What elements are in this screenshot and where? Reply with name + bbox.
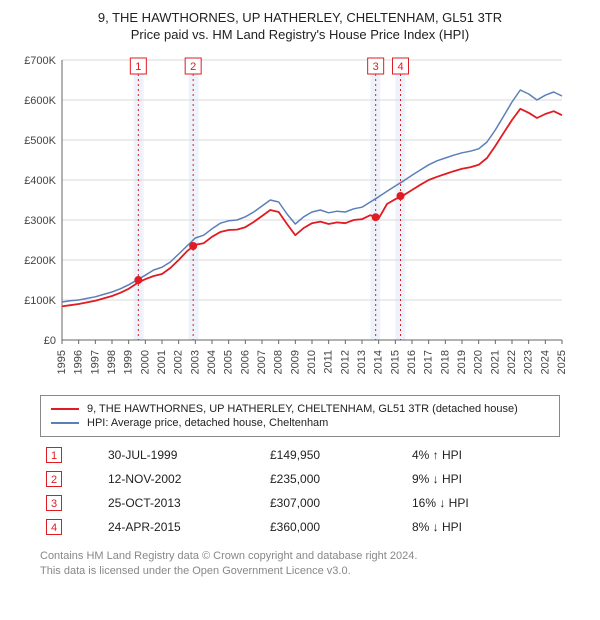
svg-text:1998: 1998 — [106, 350, 118, 374]
sales-row: 3 25-OCT-2013£307,00016% ↓ HPI — [40, 491, 560, 515]
sale-delta: 16% ↓ HPI — [406, 491, 560, 515]
legend-swatch — [51, 422, 79, 424]
footer-line-1: Contains HM Land Registry data © Crown c… — [40, 549, 560, 564]
sale-date: 30-JUL-1999 — [102, 443, 264, 467]
svg-text:£500K: £500K — [24, 135, 56, 147]
title-line-2: Price paid vs. HM Land Registry's House … — [10, 27, 590, 42]
svg-text:£100K: £100K — [24, 295, 56, 307]
sale-marker-badge: 2 — [46, 471, 62, 487]
sale-price: £149,950 — [264, 443, 406, 467]
footer: Contains HM Land Registry data © Crown c… — [40, 549, 560, 580]
sale-delta: 4% ↑ HPI — [406, 443, 560, 467]
legend-label: 9, THE HAWTHORNES, UP HATHERLEY, CHELTEN… — [87, 403, 518, 415]
svg-text:2025: 2025 — [556, 350, 568, 374]
svg-text:£600K: £600K — [24, 95, 56, 107]
sale-price: £307,000 — [264, 491, 406, 515]
svg-text:1996: 1996 — [73, 350, 85, 374]
svg-text:2005: 2005 — [223, 350, 235, 374]
svg-text:2013: 2013 — [356, 350, 368, 374]
svg-text:2021: 2021 — [489, 350, 501, 374]
svg-text:2015: 2015 — [389, 350, 401, 374]
sale-delta: 8% ↓ HPI — [406, 515, 560, 539]
svg-text:2007: 2007 — [256, 350, 268, 374]
sales-row: 1 30-JUL-1999£149,9504% ↑ HPI — [40, 443, 560, 467]
svg-text:2022: 2022 — [506, 350, 518, 374]
svg-text:2012: 2012 — [339, 350, 351, 374]
svg-text:2020: 2020 — [473, 350, 485, 374]
sale-marker-badge: 1 — [46, 447, 62, 463]
sales-row: 2 12-NOV-2002£235,0009% ↓ HPI — [40, 467, 560, 491]
svg-text:2019: 2019 — [456, 350, 468, 374]
svg-text:2024: 2024 — [539, 350, 551, 374]
sales-table: 1 30-JUL-1999£149,9504% ↑ HPI 2 12-NOV-2002… — [40, 443, 560, 539]
legend-item: 9, THE HAWTHORNES, UP HATHERLEY, CHELTEN… — [51, 402, 549, 416]
sale-marker-badge: 3 — [46, 495, 62, 511]
svg-text:2009: 2009 — [289, 350, 301, 374]
svg-text:2018: 2018 — [439, 350, 451, 374]
sale-date: 24-APR-2015 — [102, 515, 264, 539]
sale-price: £235,000 — [264, 467, 406, 491]
chart-title-block: 9, THE HAWTHORNES, UP HATHERLEY, CHELTEN… — [10, 10, 590, 42]
legend-label: HPI: Average price, detached house, Chel… — [87, 417, 328, 429]
svg-text:1997: 1997 — [89, 350, 101, 374]
svg-text:2010: 2010 — [306, 350, 318, 374]
svg-text:3: 3 — [373, 61, 379, 73]
svg-text:2003: 2003 — [189, 350, 201, 374]
price-chart: £0 £100K £200K £300K £400K £500K £600K £700K 199… — [10, 50, 570, 380]
chart-container: £0 £100K £200K £300K £400K £500K £600K £700K 199… — [10, 50, 590, 385]
svg-text:£0: £0 — [44, 335, 56, 347]
svg-text:2000: 2000 — [139, 350, 151, 374]
svg-text:1995: 1995 — [56, 350, 68, 374]
svg-text:1999: 1999 — [123, 350, 135, 374]
svg-text:2004: 2004 — [206, 350, 218, 374]
svg-text:£700K: £700K — [24, 55, 56, 67]
svg-text:£400K: £400K — [24, 175, 56, 187]
svg-text:2023: 2023 — [523, 350, 535, 374]
svg-text:2011: 2011 — [323, 350, 335, 374]
footer-line-2: This data is licensed under the Open Gov… — [40, 564, 560, 579]
svg-text:£300K: £300K — [24, 215, 56, 227]
title-line-1: 9, THE HAWTHORNES, UP HATHERLEY, CHELTEN… — [10, 10, 590, 25]
sale-marker-badge: 4 — [46, 519, 62, 535]
sales-row: 4 24-APR-2015£360,0008% ↓ HPI — [40, 515, 560, 539]
svg-text:2006: 2006 — [239, 350, 251, 374]
sale-price: £360,000 — [264, 515, 406, 539]
legend: 9, THE HAWTHORNES, UP HATHERLEY, CHELTEN… — [40, 395, 560, 437]
svg-text:1: 1 — [135, 61, 141, 73]
sale-delta: 9% ↓ HPI — [406, 467, 560, 491]
svg-text:2001: 2001 — [156, 350, 168, 374]
svg-text:2017: 2017 — [423, 350, 435, 374]
svg-text:2016: 2016 — [406, 350, 418, 374]
svg-text:4: 4 — [397, 61, 403, 73]
svg-text:2: 2 — [190, 61, 196, 73]
sale-date: 12-NOV-2002 — [102, 467, 264, 491]
sale-date: 25-OCT-2013 — [102, 491, 264, 515]
legend-item: HPI: Average price, detached house, Chel… — [51, 416, 549, 430]
legend-swatch — [51, 408, 79, 410]
svg-text:2014: 2014 — [373, 350, 385, 374]
svg-text:£200K: £200K — [24, 255, 56, 267]
svg-text:2008: 2008 — [273, 350, 285, 374]
svg-text:2002: 2002 — [173, 350, 185, 374]
